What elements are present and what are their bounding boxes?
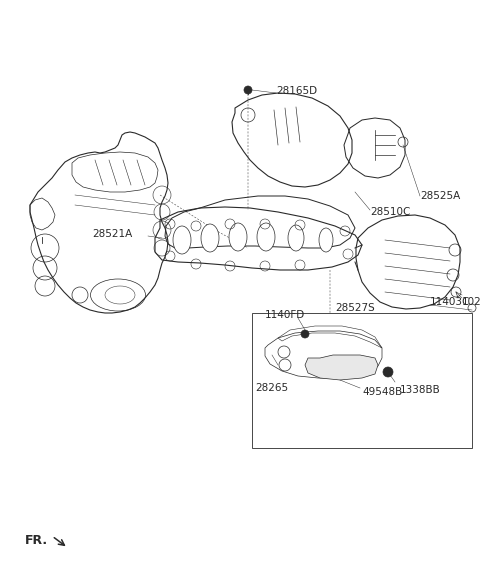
Ellipse shape bbox=[257, 223, 275, 251]
Text: 1338BB: 1338BB bbox=[400, 385, 441, 395]
Ellipse shape bbox=[288, 225, 304, 251]
Text: 28265: 28265 bbox=[255, 383, 288, 393]
Text: 1022CA: 1022CA bbox=[462, 297, 480, 307]
Text: FR.: FR. bbox=[25, 533, 48, 546]
Ellipse shape bbox=[319, 228, 333, 252]
Circle shape bbox=[301, 330, 309, 338]
Text: 11403C: 11403C bbox=[430, 297, 470, 307]
Text: 1140FD: 1140FD bbox=[265, 310, 305, 320]
Text: 49548B: 49548B bbox=[362, 387, 402, 397]
Ellipse shape bbox=[201, 224, 219, 252]
Text: 28510C: 28510C bbox=[370, 207, 410, 217]
Polygon shape bbox=[305, 355, 378, 380]
Circle shape bbox=[383, 367, 393, 377]
Text: 28525A: 28525A bbox=[420, 191, 460, 201]
Ellipse shape bbox=[229, 223, 247, 251]
Text: 28521A: 28521A bbox=[92, 229, 132, 239]
Text: 28165D: 28165D bbox=[276, 86, 317, 96]
Circle shape bbox=[244, 86, 252, 94]
Ellipse shape bbox=[173, 226, 191, 254]
Text: 28527S: 28527S bbox=[335, 303, 375, 313]
Bar bbox=[252, 313, 472, 448]
